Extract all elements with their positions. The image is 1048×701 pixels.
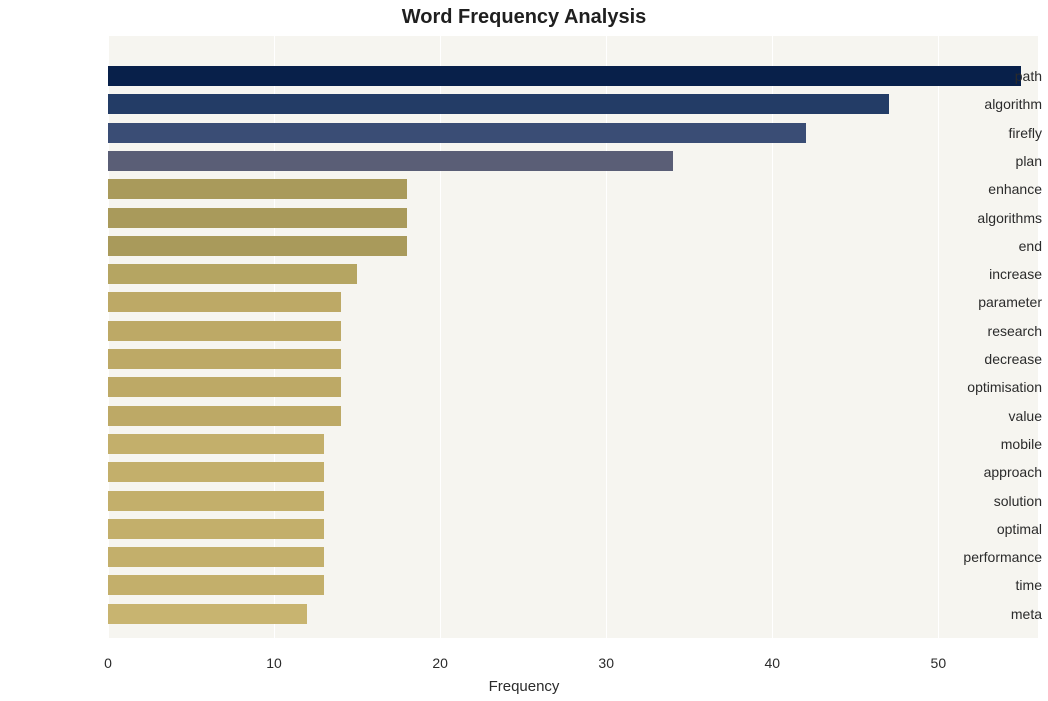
x-tick-label: 0 [104, 655, 112, 671]
bar [108, 321, 341, 341]
bar [108, 434, 324, 454]
bar [108, 151, 673, 171]
bar [108, 292, 341, 312]
y-tick-label: approach [936, 464, 1042, 480]
y-tick-label: firefly [936, 125, 1042, 141]
y-tick-label: optimisation [936, 379, 1042, 395]
x-tick-label: 20 [432, 655, 448, 671]
bar [108, 264, 357, 284]
y-tick-label: optimal [936, 521, 1042, 537]
y-tick-label: plan [936, 153, 1042, 169]
bar [108, 123, 806, 143]
y-tick-label: time [936, 577, 1042, 593]
chart-title: Word Frequency Analysis [0, 6, 1048, 29]
y-tick-label: path [936, 68, 1042, 84]
bar [108, 377, 341, 397]
bar [108, 179, 407, 199]
y-tick-label: performance [936, 549, 1042, 565]
y-tick-label: algorithms [936, 210, 1042, 226]
y-tick-label: enhance [936, 181, 1042, 197]
y-tick-label: value [936, 408, 1042, 424]
y-tick-label: mobile [936, 436, 1042, 452]
y-tick-label: solution [936, 493, 1042, 509]
bar [108, 349, 341, 369]
word-frequency-chart: Word Frequency Analysis path algorithm fir… [0, 0, 1048, 701]
bar [108, 491, 324, 511]
y-tick-label: research [936, 323, 1042, 339]
bar [108, 575, 324, 595]
y-tick-label: decrease [936, 351, 1042, 367]
x-tick-label: 40 [764, 655, 780, 671]
bar [108, 519, 324, 539]
x-tick-label: 30 [598, 655, 614, 671]
bar [108, 547, 324, 567]
bar [108, 66, 1021, 86]
x-tick-label: 10 [266, 655, 282, 671]
y-tick-label: algorithm [936, 96, 1042, 112]
y-tick-label: parameter [936, 294, 1042, 310]
bar [108, 236, 407, 256]
bar [108, 604, 307, 624]
x-tick-label: 50 [931, 655, 947, 671]
bar [108, 94, 889, 114]
y-tick-label: end [936, 238, 1042, 254]
y-tick-label: increase [936, 266, 1042, 282]
bar [108, 208, 407, 228]
bar [108, 462, 324, 482]
bar [108, 406, 341, 426]
plot-area [108, 36, 1038, 638]
y-tick-label: meta [936, 606, 1042, 622]
x-axis-label: Frequency [0, 678, 1048, 695]
